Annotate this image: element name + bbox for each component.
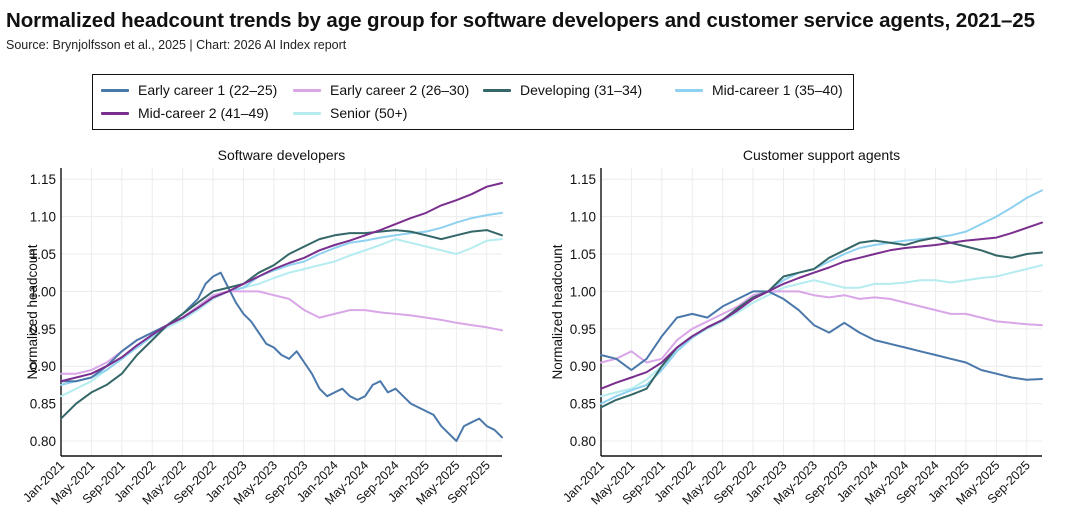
series-line (60, 211, 503, 386)
y-tick-label: 1.15 (570, 172, 596, 187)
panel-title: Customer support agents (743, 147, 900, 163)
series-line (60, 238, 503, 398)
series-line (600, 290, 1043, 381)
y-tick-label: 0.90 (570, 359, 596, 374)
series-line (600, 189, 1043, 405)
legend-swatch (483, 88, 511, 92)
legend: Early career 1 (22–25) Early career 2 (2… (92, 74, 854, 130)
series-line (600, 264, 1043, 398)
customer-support-chart: Customer support agents 0.80 0.85 0.90 0.95 1… (550, 147, 1043, 507)
legend-label: Senior (50+) (330, 105, 408, 121)
y-axis-label: Normalized headcount (550, 244, 565, 379)
y-tick-label: 0.95 (570, 322, 596, 337)
legend-item-senior: Senior (50+) (293, 105, 407, 121)
series-line (600, 221, 1043, 390)
y-axis-label: Normalized headcount (25, 244, 40, 379)
y-tick-label: 1.05 (30, 247, 56, 262)
y-tick-label: 0.95 (30, 322, 56, 337)
series-line (60, 182, 503, 383)
series-line (600, 290, 1043, 364)
legend-item-developing: Developing (31–34) (483, 82, 642, 98)
legend-item-mid-career-1: Mid-career 1 (35–40) (675, 82, 843, 98)
y-tick-label: 1.10 (30, 210, 56, 225)
series-line (60, 290, 503, 375)
y-tick-label: 1.00 (570, 284, 596, 299)
legend-item-early-career-2: Early career 2 (26–30) (293, 82, 469, 98)
y-tick-label: 0.80 (30, 434, 56, 449)
legend-label: Early career 1 (22–25) (138, 82, 278, 98)
y-tick-label: 0.85 (30, 397, 56, 412)
legend-swatch (101, 111, 129, 115)
y-tick-label: 0.90 (30, 359, 56, 374)
y-tick-label: 1.05 (570, 247, 596, 262)
legend-swatch (293, 111, 321, 115)
legend-swatch (293, 88, 321, 92)
legend-label: Mid-career 1 (35–40) (712, 82, 843, 98)
legend-swatch (101, 88, 129, 92)
legend-item-mid-career-2: Mid-career 2 (41–49) (101, 105, 269, 121)
series-line (600, 236, 1043, 409)
legend-item-early-career-1: Early career 1 (22–25) (101, 82, 277, 98)
software-developers-chart: Software developers 0.80 0.85 0.90 0.95 1.00 1… (20, 147, 503, 507)
legend-swatch (675, 88, 703, 92)
y-tick-label: 0.85 (570, 397, 596, 412)
y-tick-label: 1.10 (570, 210, 596, 225)
legend-label: Early career 2 (26–30) (330, 82, 470, 98)
source-note: Source: Brynjolfsson et al., 2025 | Char… (6, 38, 347, 52)
legend-label: Mid-career 2 (41–49) (138, 105, 269, 121)
y-tick-label: 1.15 (30, 172, 56, 187)
y-tick-label: 1.00 (30, 284, 56, 299)
panel-title: Software developers (218, 147, 346, 163)
series-line (60, 229, 503, 420)
y-tick-label: 0.80 (570, 434, 596, 449)
legend-label: Developing (31–34) (520, 82, 643, 98)
chart-title: Normalized headcount trends by age group… (6, 9, 1035, 32)
